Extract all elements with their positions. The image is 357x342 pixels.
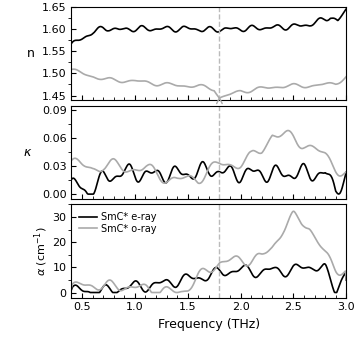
SmC* e-ray	[277, 267, 281, 271]
SmC* o-ray	[69, 286, 74, 290]
X-axis label: Frequency (THz): Frequency (THz)	[158, 318, 260, 331]
Y-axis label: $\alpha$ (cm$^{-1}$): $\alpha$ (cm$^{-1}$)	[32, 226, 50, 276]
SmC* e-ray	[119, 288, 123, 292]
Line: SmC* o-ray: SmC* o-ray	[71, 211, 346, 292]
Y-axis label: n: n	[27, 47, 35, 60]
SmC* e-ray	[322, 262, 326, 266]
SmC* o-ray	[150, 290, 154, 294]
SmC* o-ray	[140, 282, 144, 287]
SmC* e-ray	[194, 276, 198, 280]
SmC* o-ray	[118, 289, 122, 293]
Y-axis label: $\kappa$: $\kappa$	[23, 146, 32, 159]
SmC* o-ray	[277, 237, 281, 241]
SmC* e-ray	[344, 278, 348, 282]
SmC* o-ray	[344, 277, 348, 281]
SmC* o-ray	[253, 254, 257, 258]
SmC* e-ray	[253, 275, 257, 279]
Legend: SmC* e-ray, SmC* o-ray: SmC* e-ray, SmC* o-ray	[76, 209, 159, 237]
SmC* e-ray	[69, 288, 74, 292]
SmC* e-ray	[89, 290, 93, 294]
SmC* o-ray	[194, 276, 198, 280]
Line: SmC* e-ray: SmC* e-ray	[71, 264, 346, 292]
SmC* e-ray	[232, 269, 236, 274]
SmC* e-ray	[140, 288, 145, 292]
SmC* o-ray	[291, 209, 296, 213]
SmC* o-ray	[232, 255, 236, 259]
